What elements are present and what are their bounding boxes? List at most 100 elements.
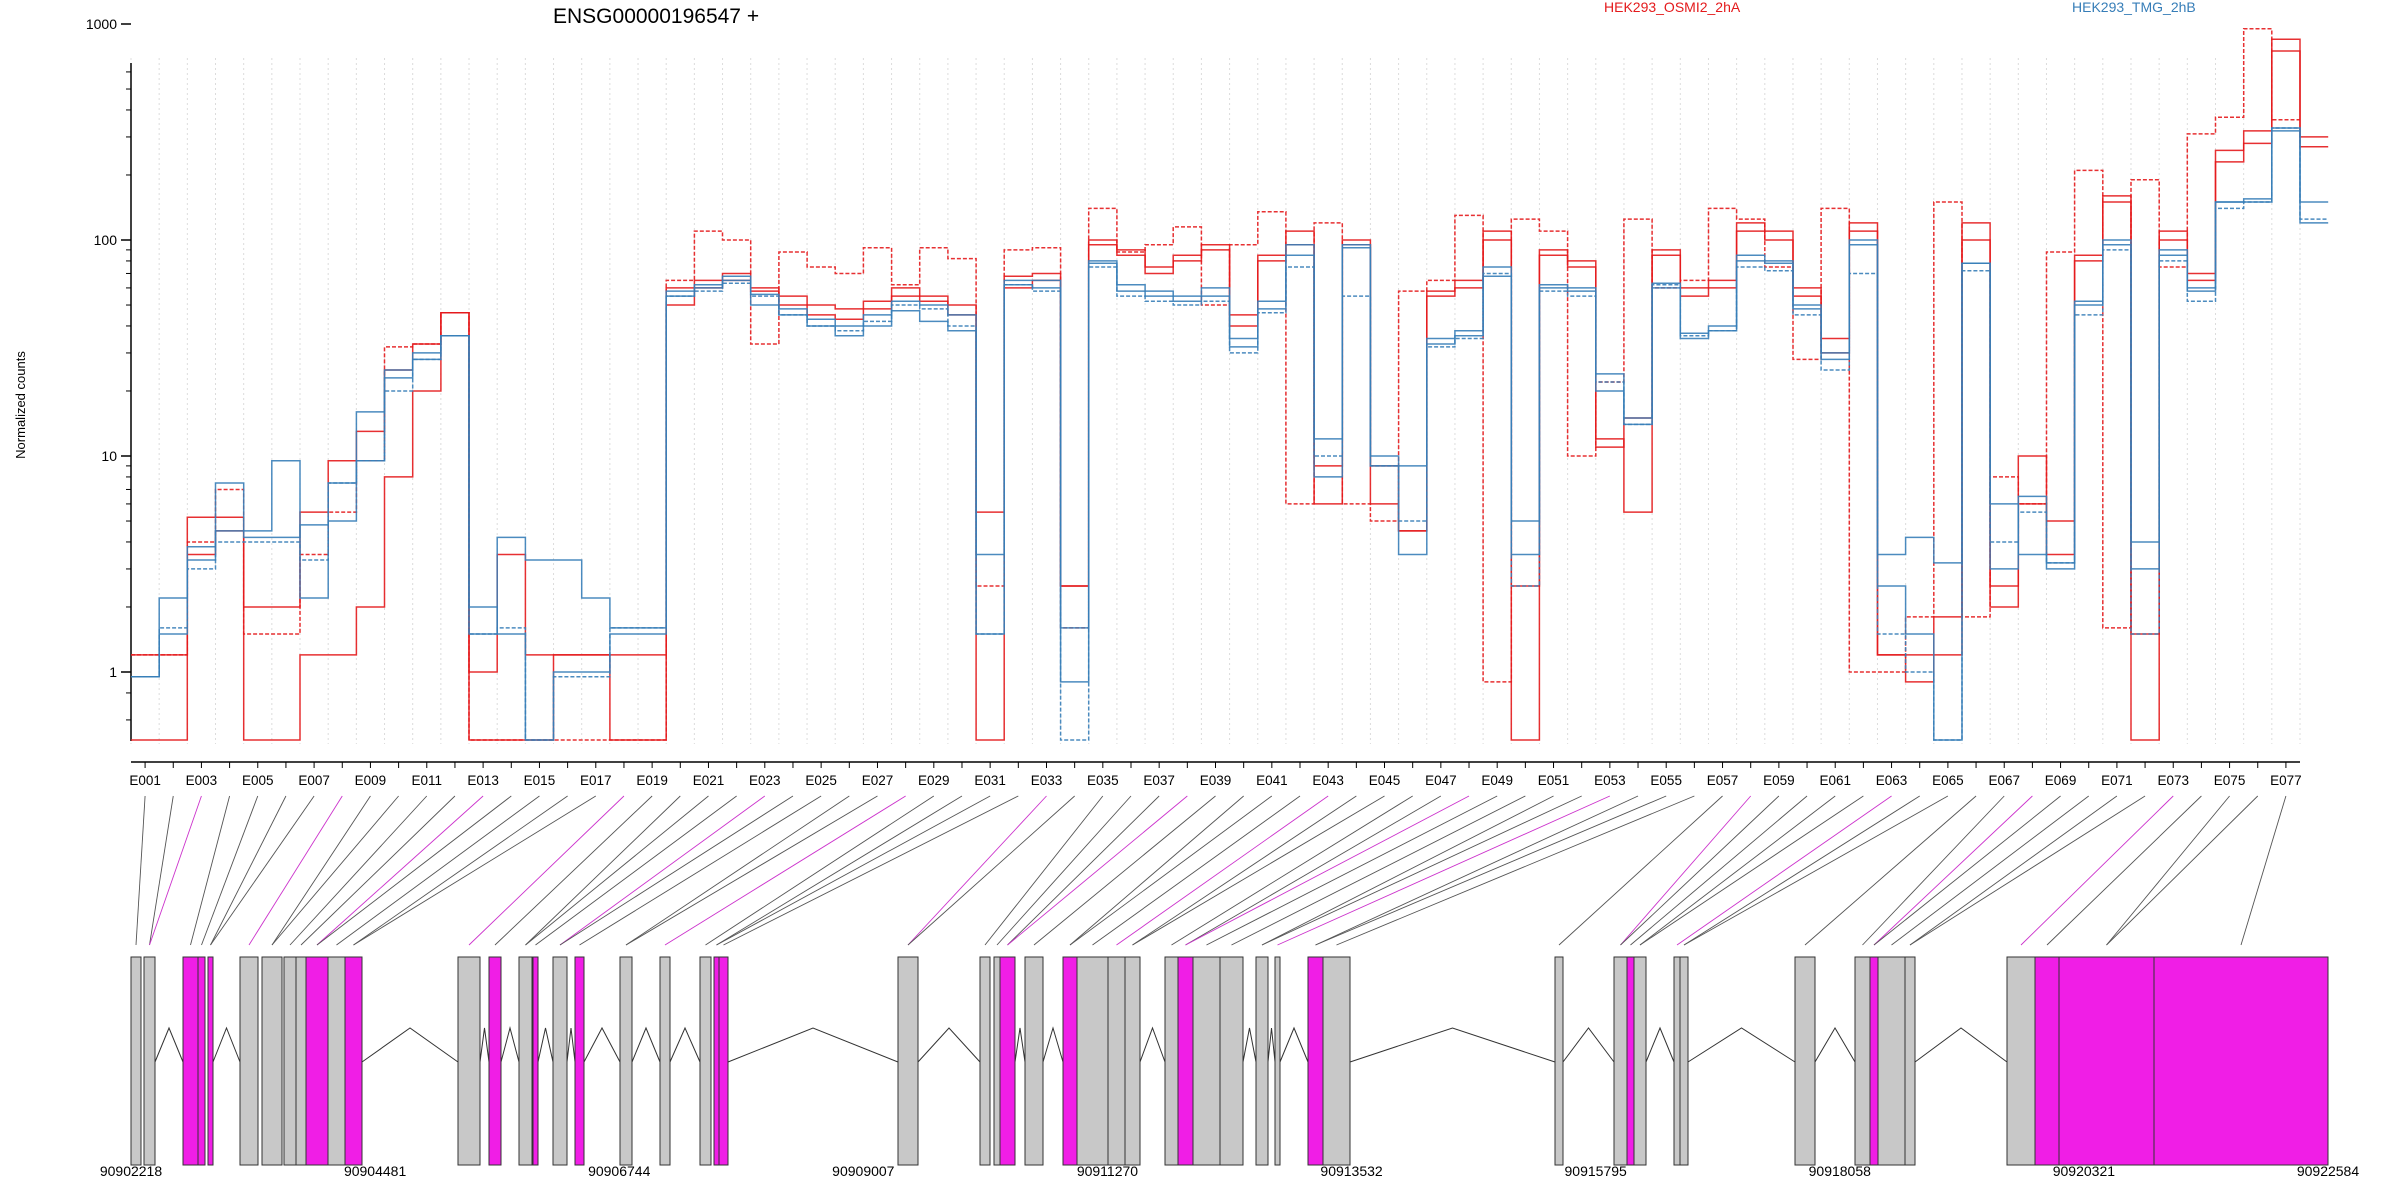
exon-block (2034, 956, 2060, 1166)
bin-connector (2106, 795, 2259, 946)
intron-line (669, 1026, 701, 1063)
intron-line (1242, 1027, 1257, 1063)
bin-connector (190, 795, 231, 946)
x-tick-label: E047 (1425, 773, 1457, 788)
bin-connector (1069, 795, 1244, 946)
bin-connector (1804, 795, 1977, 946)
intron-line (537, 1027, 554, 1063)
x-tick-label: E017 (580, 773, 612, 788)
bin-connector (1007, 795, 1188, 946)
bin-connector (1315, 795, 1639, 946)
exon-block (488, 956, 502, 1166)
x-tick-label: E037 (1143, 773, 1175, 788)
exon-block (1024, 956, 1044, 1166)
exon-block (993, 956, 1001, 1166)
bin-connector (2240, 795, 2287, 946)
exon-block (1107, 956, 1126, 1166)
intron-line (1349, 1027, 1556, 1063)
intron-line (1267, 1027, 1276, 1063)
intron-line (1139, 1026, 1166, 1063)
x-tick-label: E077 (2270, 773, 2302, 788)
bin-connector (1862, 795, 2005, 946)
x-tick-label: E031 (974, 773, 1006, 788)
x-tick-label: E057 (1707, 773, 1739, 788)
bin-connector (2046, 795, 2202, 946)
exon-block (1626, 956, 1635, 1166)
bin-connector (300, 795, 456, 946)
bin-connector (210, 795, 315, 946)
exon-block (239, 956, 259, 1166)
y-axis-label: Normalized counts (13, 351, 28, 459)
intron-line (154, 1026, 184, 1063)
x-tick-label: E073 (2157, 773, 2189, 788)
exon-block (897, 956, 919, 1166)
bin-connector (316, 795, 484, 946)
bin-connector (289, 795, 428, 946)
exon-block (344, 956, 363, 1166)
x-tick-label: E039 (1200, 773, 1232, 788)
x-tick-label: E029 (918, 773, 950, 788)
bin-connector (1092, 795, 1301, 946)
bin-connector (723, 795, 1019, 946)
bin-connector (135, 795, 146, 946)
intron-line (479, 1027, 490, 1063)
x-tick-label: E071 (2101, 773, 2133, 788)
x-tick-label: E019 (636, 773, 668, 788)
exon-block (718, 956, 729, 1166)
exon-block (1877, 956, 1906, 1166)
bin-connector (468, 795, 625, 946)
x-tick-label: E023 (749, 773, 781, 788)
x-tick-label: E015 (524, 773, 556, 788)
exon-block (659, 956, 671, 1166)
x-tick-label: E051 (1538, 773, 1570, 788)
intron-line (917, 1027, 981, 1063)
bin-connector (1639, 795, 1836, 946)
x-tick-label: E059 (1763, 773, 1795, 788)
x-tick-label: E053 (1594, 773, 1626, 788)
bin-connector (1132, 795, 1357, 946)
gene-model (130, 956, 2329, 1166)
exon-block (130, 956, 142, 1166)
exon-block (143, 956, 156, 1166)
exon-block (532, 956, 539, 1166)
x-tick-label: E045 (1369, 773, 1401, 788)
exon-block (457, 956, 481, 1166)
exon-block (182, 956, 199, 1166)
bin-connector (271, 795, 371, 946)
intron-line (727, 1027, 899, 1063)
bin-connector (210, 795, 287, 946)
bin-connector (2020, 795, 2174, 946)
bin-connector (1909, 795, 2146, 946)
y-tick-label: 1000 (86, 16, 117, 32)
intron-line (500, 1026, 520, 1063)
coordinate-label: 90909007 (832, 1163, 895, 1179)
coordinate-label: 90911270 (1077, 1163, 1138, 1179)
exon-block (1904, 956, 1916, 1166)
x-tick-label: E067 (1988, 773, 2020, 788)
legend-osmi2: HEK293_OSMI2_2hA (1604, 0, 1741, 15)
bin-connector (1873, 795, 2061, 946)
exon-block (1854, 956, 1871, 1166)
x-tick-label: E005 (242, 773, 274, 788)
bin-connector (535, 795, 737, 946)
exon-block (518, 956, 533, 1166)
bin-connector (1620, 795, 1780, 946)
bin-connector (625, 795, 878, 946)
exon-block (574, 956, 585, 1166)
intron-line (566, 1027, 576, 1063)
exon-block (1673, 956, 1681, 1166)
bin-connector (996, 795, 1132, 946)
coordinate-label: 90920321 (2053, 1163, 2116, 1179)
exon-block (2006, 956, 2036, 1166)
bin-connector (201, 795, 259, 946)
x-tick-label: E043 (1312, 773, 1344, 788)
bin-connector (1069, 795, 1273, 946)
coordinate-label: 90918058 (1809, 1163, 1872, 1179)
intron-line (1279, 1026, 1309, 1063)
exon-block (327, 956, 346, 1166)
bin-connector (149, 795, 174, 946)
x-axis: E001 E003 E005 E007 E009 E011 E013 E015 E017 E019… (129, 761, 2302, 788)
bin-connector (336, 795, 540, 946)
y-tick-label: 1 (109, 664, 117, 680)
x-tick-label: E075 (2214, 773, 2246, 788)
